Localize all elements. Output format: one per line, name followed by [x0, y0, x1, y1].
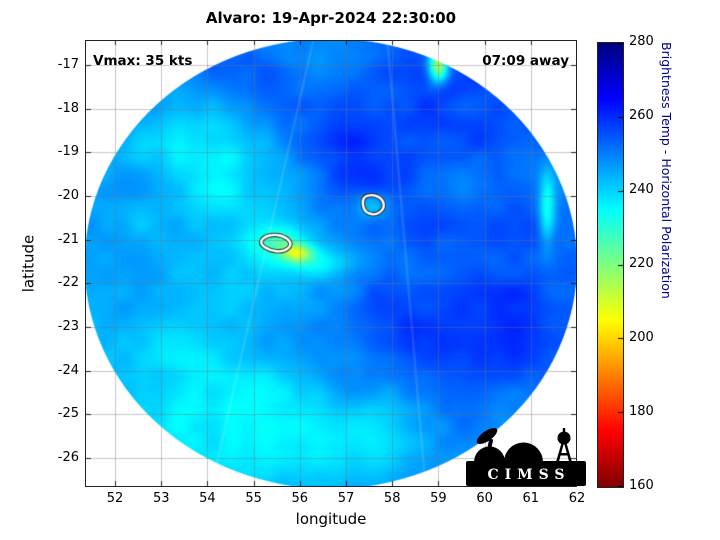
x-tick-label: 53	[152, 491, 170, 506]
x-tick-label: 52	[106, 491, 124, 506]
colorbar-tick-label: 260	[629, 108, 654, 123]
satellite-brightness-temp-canvas	[85, 40, 577, 487]
colorbar-tick-label: 180	[629, 404, 654, 419]
x-tick-label: 55	[245, 491, 262, 506]
y-axis-label: latitude	[19, 234, 38, 293]
water-tower-leg-right	[564, 443, 572, 462]
plot-title: Alvaro: 19-Apr-2024 22:30:00	[205, 9, 457, 27]
x-tick-label: 57	[337, 491, 355, 506]
x-tick-label: 58	[383, 491, 401, 506]
y-tick-label: -21	[57, 231, 79, 247]
water-tower-antenna	[562, 428, 566, 434]
x-axis-label: longitude	[295, 510, 367, 528]
y-tick-label: -25	[57, 406, 79, 422]
y-tick-label: -18	[57, 100, 79, 116]
colorbar-tick-label: 280	[629, 34, 654, 49]
observatory-dome-center-icon	[504, 442, 543, 462]
x-tick-label: 59	[430, 491, 447, 506]
y-tick-label: -19	[57, 144, 79, 160]
x-tick-label: 56	[291, 491, 309, 506]
water-tower-crossbar	[558, 453, 570, 456]
x-tick-label: 62	[568, 491, 586, 506]
y-tick-label: -20	[57, 187, 79, 203]
colorbar-tick-label: 220	[629, 256, 654, 271]
water-tower-leg-left	[556, 443, 564, 462]
y-tick-label: -23	[57, 319, 79, 335]
colorbar-label: Brightness Temp - Horizontal Polarizatio…	[659, 42, 674, 299]
colorbar-tick-label: 200	[629, 330, 654, 345]
colorbar-tick-label: 160	[629, 478, 654, 493]
water-tower-sphere-icon	[557, 431, 571, 445]
cimss-logo-graphic: CIMSS	[466, 427, 586, 486]
x-tick-label: 54	[199, 491, 216, 506]
y-tick-label: -22	[57, 275, 79, 291]
x-tick-label: 61	[522, 491, 540, 506]
time-away-annotation: 07:09 away	[482, 53, 569, 69]
y-tick-label: -17	[57, 56, 79, 72]
logo-banner	[466, 461, 586, 486]
colorbar-tick-label: 240	[629, 182, 654, 197]
x-tick-label: 60	[476, 491, 493, 506]
y-tick-label: -26	[57, 450, 79, 466]
colorbar	[597, 42, 624, 488]
satellite-dish-icon	[476, 427, 498, 445]
plot-area: Vmax: 35 kts 07:09 away CIMSS	[85, 40, 586, 487]
logo-text: CIMSS	[487, 467, 570, 483]
vmax-annotation: Vmax: 35 kts	[93, 53, 193, 69]
y-tick-label: -24	[57, 362, 79, 378]
observatory-dome-left-icon	[474, 446, 505, 462]
cimss-logo: CIMSS	[466, 416, 586, 487]
